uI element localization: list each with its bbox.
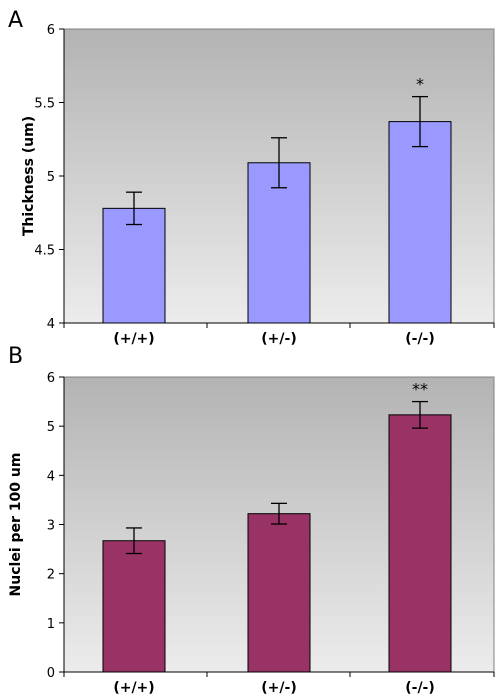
y-tick-label: 0 bbox=[47, 666, 55, 681]
bar bbox=[102, 207, 166, 324]
bar bbox=[247, 513, 311, 673]
y-tick-label: 5 bbox=[47, 170, 55, 185]
y-tick-label: 2 bbox=[47, 568, 55, 583]
panel-a: A 4 4.5 5 5.5 6 Thickness (um) (+/+) (+/-) (-/-) * bbox=[8, 8, 495, 347]
significance-marker: ** bbox=[412, 380, 428, 399]
y-tick-label: 6 bbox=[47, 23, 55, 38]
y-tick-label: 1 bbox=[47, 617, 55, 632]
bar bbox=[102, 540, 166, 673]
y-tick-label: 4 bbox=[47, 469, 55, 484]
y-tick-label: 5 bbox=[47, 420, 55, 435]
y-tick-label: 3 bbox=[47, 519, 55, 534]
x-tick-label: (+/-) bbox=[261, 680, 296, 696]
bar bbox=[247, 162, 311, 324]
y-tick-label: 6 bbox=[47, 371, 55, 386]
panel-b: B 0 1 2 3 4 5 6 Nuclei per 100 um (+/+) (+/-) (-/-)… bbox=[8, 344, 495, 696]
y-tick-label: 5.5 bbox=[34, 97, 55, 112]
x-tick-label: (+/-) bbox=[261, 331, 296, 347]
x-tick-label: (-/-) bbox=[405, 331, 435, 347]
x-tick-label: (+/+) bbox=[113, 680, 154, 696]
significance-marker: * bbox=[416, 75, 424, 94]
y-tick-label: 4.5 bbox=[34, 244, 55, 259]
bar bbox=[388, 121, 452, 324]
bar bbox=[388, 414, 452, 673]
y-axis-title: Thickness (um) bbox=[21, 116, 37, 236]
y-tick-label: 4 bbox=[47, 317, 55, 332]
panel-letter: A bbox=[8, 8, 23, 33]
x-tick-label: (-/-) bbox=[405, 680, 435, 696]
panel-letter: B bbox=[8, 344, 23, 369]
x-tick-label: (+/+) bbox=[113, 331, 154, 347]
y-axis-title: Nuclei per 100 um bbox=[8, 453, 24, 597]
